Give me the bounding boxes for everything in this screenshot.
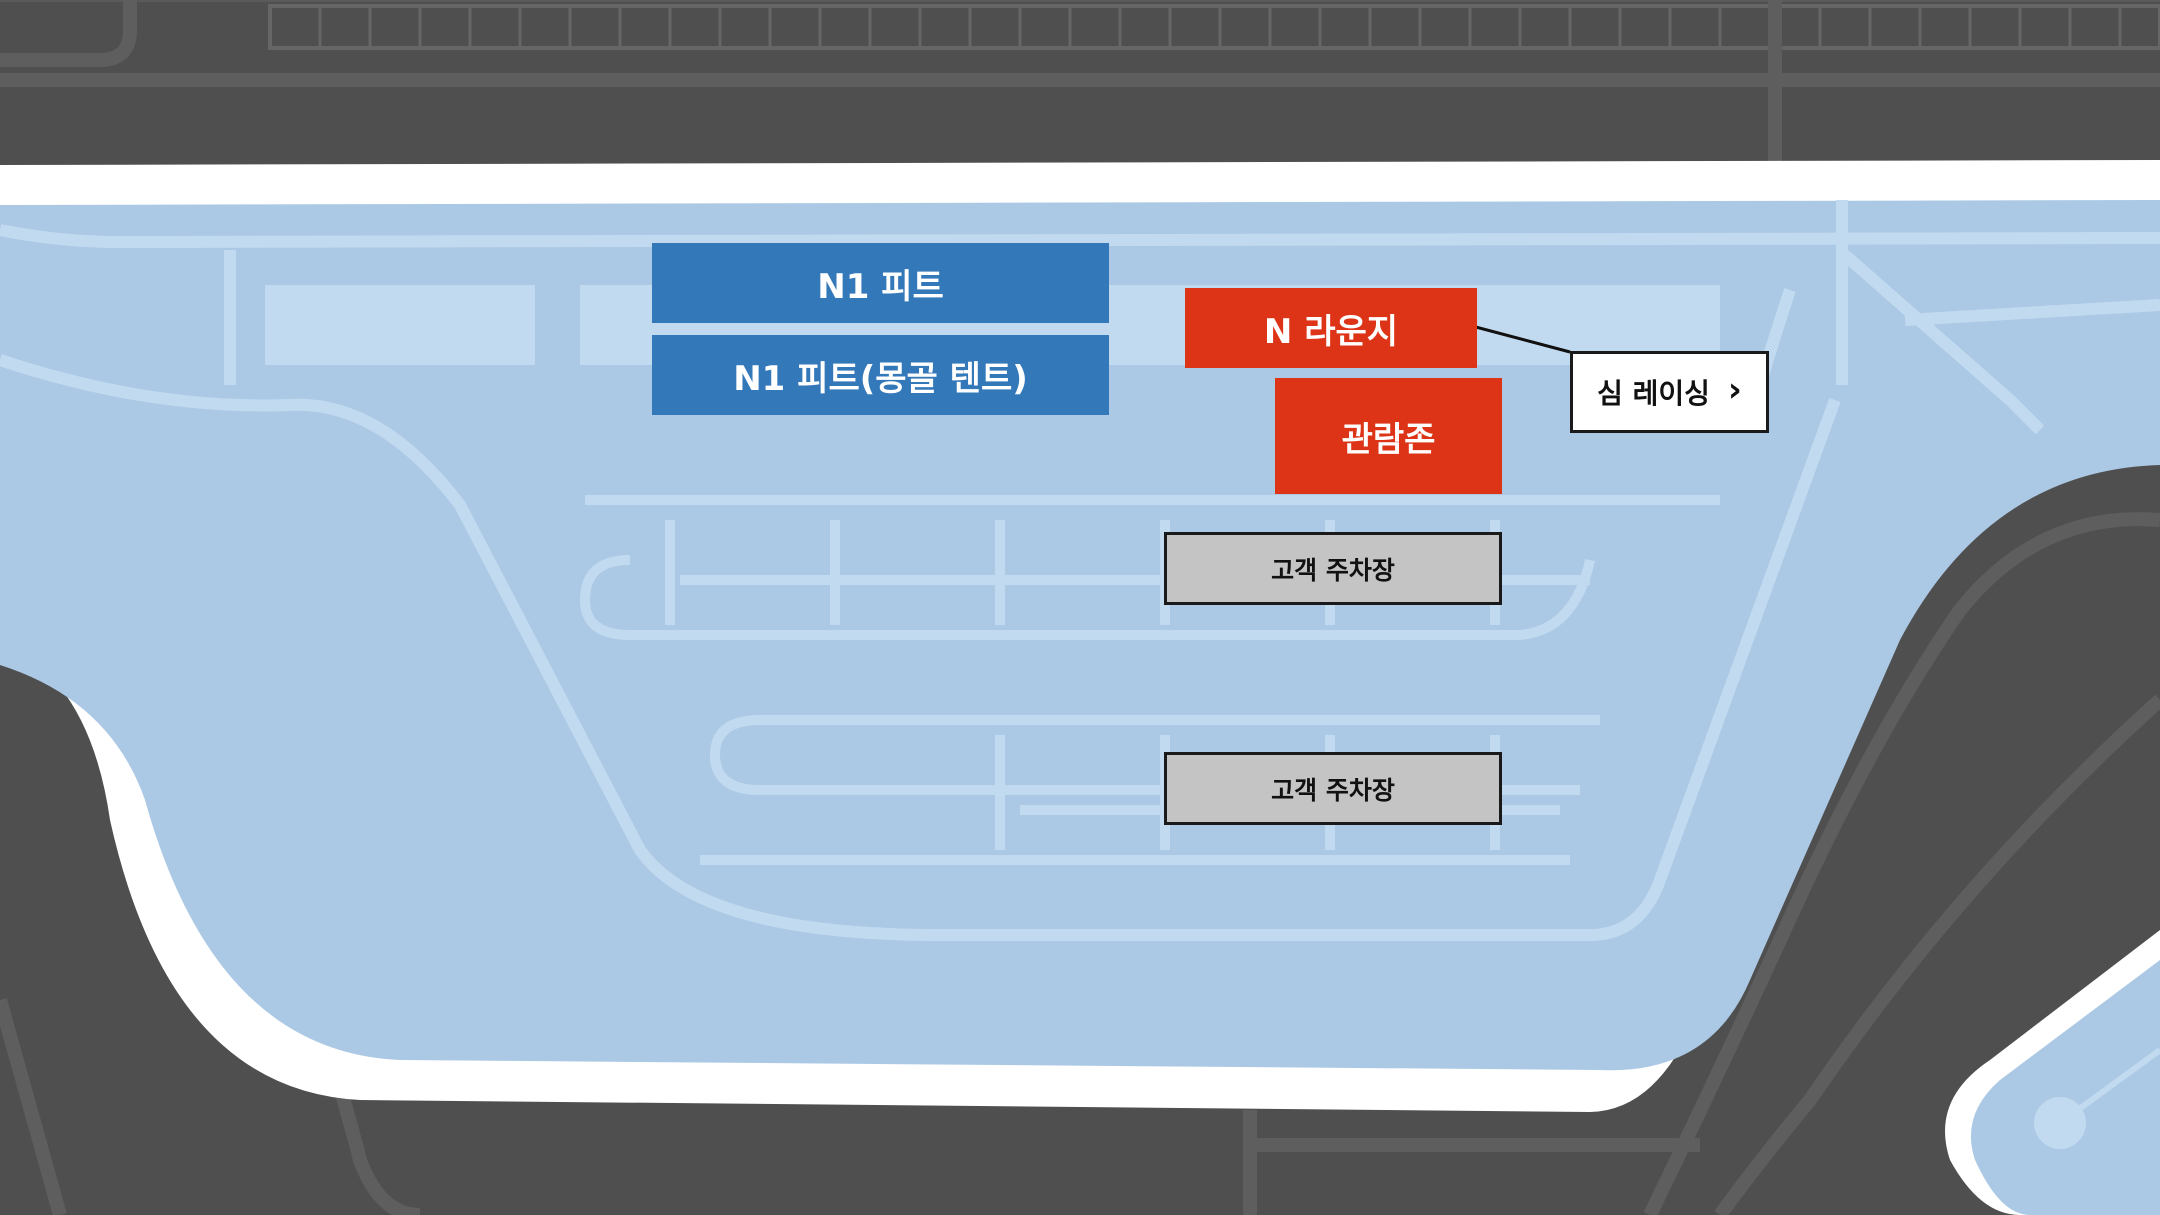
zone-parking-2-label: 고객 주차장 [1271, 775, 1395, 805]
chevron-right-icon: › [1727, 370, 1742, 410]
zone-n-lounge[interactable]: N 라운지 [1185, 288, 1477, 368]
venue-roads [0, 200, 2160, 941]
zone-spectator[interactable]: 관람존 [1275, 378, 1502, 494]
zone-parking-2[interactable]: 고객 주차장 [1164, 752, 1502, 825]
zone-n1-pit[interactable]: N1 피트 [652, 243, 1109, 323]
zone-n1-pit-label: N1 피트 [817, 266, 944, 307]
zone-parking-1-label: 고객 주차장 [1271, 555, 1395, 585]
right-loop [1945, 930, 2160, 1215]
zone-n1-pit-tent-label: N1 피트(몽골 텐트) [733, 358, 1028, 399]
top-road-area [0, 0, 2160, 165]
zone-parking-1[interactable]: 고객 주차장 [1164, 532, 1502, 605]
sim-racing-callout[interactable]: 심 레이싱 › [1570, 351, 1769, 433]
zone-n-lounge-label: N 라운지 [1263, 311, 1399, 352]
sim-racing-label: 심 레이싱 [1597, 377, 1710, 410]
zone-spectator-label: 관람존 [1341, 419, 1436, 460]
zone-n1-pit-tent[interactable]: N1 피트(몽골 텐트) [652, 335, 1109, 415]
